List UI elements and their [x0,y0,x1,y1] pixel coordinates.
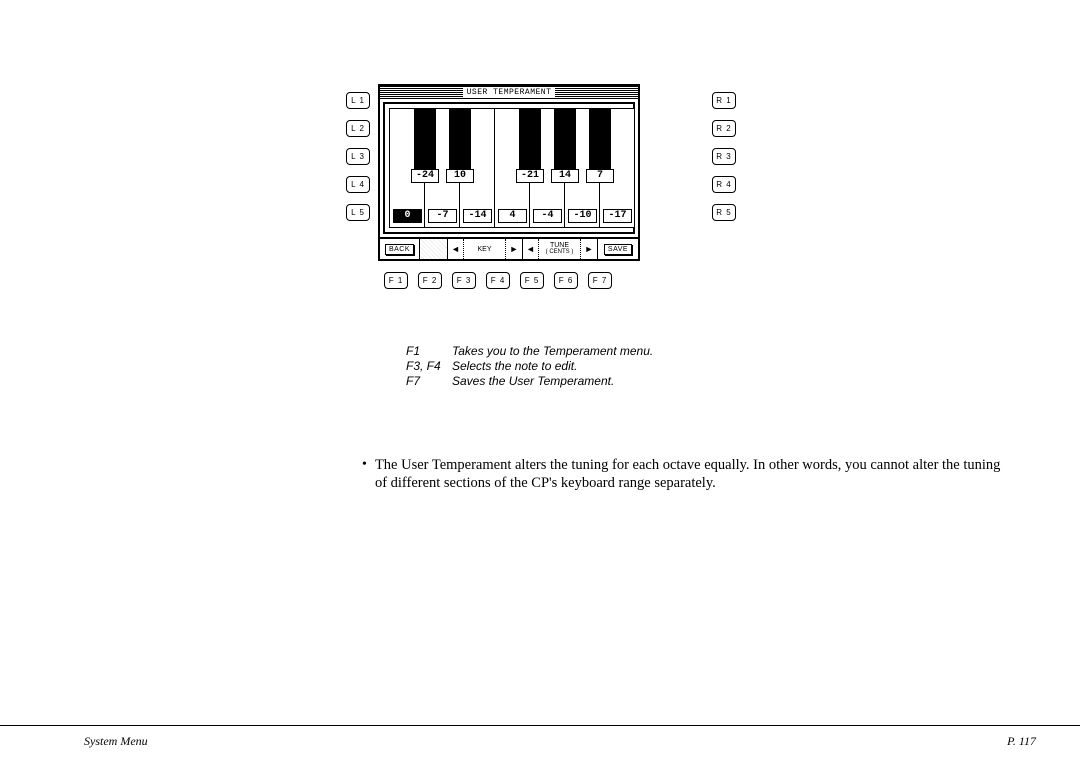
keyboard: 0 -7 -14 4 -4 -10 -17 -24 10 -21 14 7 [389,108,634,228]
white-cent-value: 0 [393,209,422,223]
softkey-caption: F1 Takes you to the Temperament menu. F3… [406,344,653,389]
black-cent-value: -24 [411,169,439,183]
right-side-buttons: R 1 R 2 R 3 R 4 R 5 [712,92,736,221]
side-button-l5[interactable]: L 5 [346,204,370,221]
white-cent-value: -10 [568,209,597,223]
side-button-r2[interactable]: R 2 [712,120,736,137]
footer-section: System Menu [84,734,148,749]
side-button-l2[interactable]: L 2 [346,120,370,137]
side-button-l4[interactable]: L 4 [346,176,370,193]
caption-key: F3, F4 [406,359,452,374]
side-button-r4[interactable]: R 4 [712,176,736,193]
side-button-l1[interactable]: L 1 [346,92,370,109]
left-side-buttons: L 1 L 2 L 3 L 4 L 5 [346,92,370,221]
black-cent-value: 10 [446,169,474,183]
function-button-f1[interactable]: F 1 [384,272,408,289]
softkey-key-group: ◄ KEY ► [448,239,523,259]
lcd-panel: L 1 L 2 L 3 L 4 L 5 R 1 R 2 R 3 R 4 R 5 … [378,84,704,261]
keyboard-frame: 0 -7 -14 4 -4 -10 -17 -24 10 -21 14 7 [383,102,635,234]
key-right-arrow[interactable]: ► [506,239,522,259]
black-cent-value: -21 [516,169,544,183]
bullet-icon: • [362,456,375,492]
side-button-r3[interactable]: R 3 [712,148,736,165]
lcd-title: USER TEMPERAMENT [463,87,556,98]
function-button-f2[interactable]: F 2 [418,272,442,289]
key-left-arrow[interactable]: ◄ [448,239,464,259]
function-button-f3[interactable]: F 3 [452,272,476,289]
softkey-tune-group: ◄ TUNE ( CENTS ) ► [523,239,598,259]
tune-right-arrow[interactable]: ► [581,239,597,259]
body-paragraph: • The User Temperament alters the tuning… [362,456,1002,492]
white-cent-value: 4 [498,209,527,223]
function-button-f6[interactable]: F 6 [554,272,578,289]
bullet-text: The User Temperament alters the tuning f… [375,456,1002,492]
side-button-r1[interactable]: R 1 [712,92,736,109]
tune-left-arrow[interactable]: ◄ [523,239,539,259]
white-cent-value: -4 [533,209,562,223]
white-cent-value: -14 [463,209,492,223]
footer-rule [0,725,1080,726]
tune-label: TUNE ( CENTS ) [539,239,581,259]
function-button-f4[interactable]: F 4 [486,272,510,289]
caption-key: F1 [406,344,452,359]
function-button-f5[interactable]: F 5 [520,272,544,289]
caption-desc: Saves the User Temperament. [452,374,614,389]
lcd-screen: USER TEMPERAMENT 0 -7 -14 4 -4 -10 -17 -24 10 -21… [378,84,640,261]
lcd-titlebar: USER TEMPERAMENT [380,86,638,99]
lcd-softkey-row: BACK ◄ KEY ► ◄ TUNE ( CENTS ) ► [380,237,638,259]
bottom-function-buttons: F 1 F 2 F 3 F 4 F 5 F 6 F 7 [374,272,708,289]
function-button-f7[interactable]: F 7 [588,272,612,289]
caption-key: F7 [406,374,452,389]
caption-desc: Selects the note to edit. [452,359,577,374]
black-cent-value: 7 [586,169,614,183]
softkey-save[interactable]: SAVE [598,239,638,259]
side-button-r5[interactable]: R 5 [712,204,736,221]
footer-page: P. 117 [1007,734,1036,749]
softkey-back[interactable]: BACK [380,239,420,259]
black-cent-value: 14 [551,169,579,183]
white-cent-value: -7 [428,209,457,223]
white-cent-value: -17 [603,209,632,223]
caption-desc: Takes you to the Temperament menu. [452,344,653,359]
save-label: SAVE [604,244,632,255]
key-label: KEY [464,239,506,259]
side-button-l3[interactable]: L 3 [346,148,370,165]
back-label: BACK [385,244,414,255]
softkey-spacer [420,239,448,259]
